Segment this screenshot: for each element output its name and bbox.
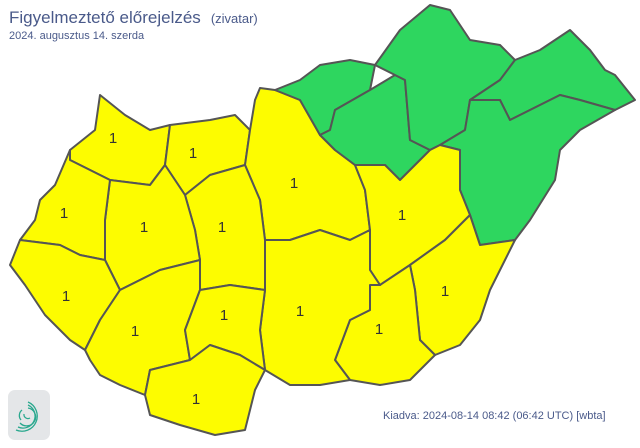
warning-level-label: 1	[109, 130, 117, 147]
warning-level-label: 1	[62, 288, 70, 305]
warning-level-label: 1	[220, 307, 228, 324]
forecast-date: 2024. augusztus 14. szerda	[9, 30, 145, 42]
warning-level-label: 1	[375, 321, 383, 338]
warning-level-label: 1	[398, 207, 406, 224]
warning-level-label: 1	[290, 175, 298, 192]
issued-timestamp: Kiadva: 2024-08-14 08:42 (06:42 UTC) [wb…	[383, 410, 606, 422]
warning-level-label: 1	[131, 323, 139, 340]
county-region	[144, 344, 266, 436]
warning-level-label: 1	[140, 219, 148, 236]
warning-level-label: 1	[60, 205, 68, 222]
warning-level-label: 1	[189, 145, 197, 162]
spiral-logo-icon	[8, 390, 50, 440]
page-title: Figyelmeztető előrejelzés (zivatar)	[9, 8, 258, 28]
title-text: Figyelmeztető előrejelzés	[9, 8, 201, 27]
warning-level-label: 1	[192, 391, 200, 408]
warning-level-label: 1	[441, 283, 449, 300]
phenomenon-text: (zivatar)	[210, 11, 258, 26]
warning-level-label: 1	[296, 303, 304, 320]
warning-level-label: 1	[218, 219, 226, 236]
